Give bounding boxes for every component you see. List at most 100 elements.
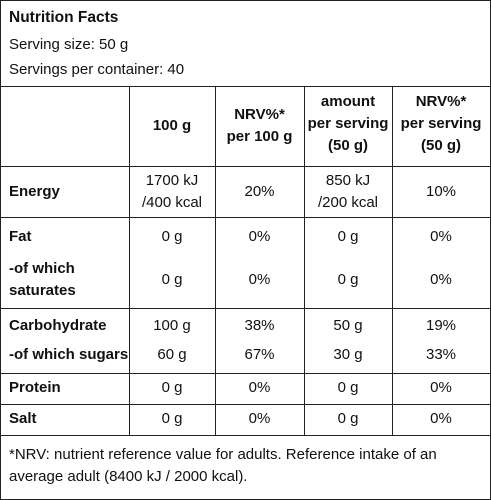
- cell-line: 20%: [244, 183, 275, 200]
- table-cell: 0 g: [304, 226, 392, 248]
- table-cell: 67%: [215, 344, 304, 366]
- column-divider: [215, 86, 216, 435]
- column-header-line: NRV%*: [234, 106, 285, 123]
- column-header-line: (50 g): [327, 137, 368, 154]
- cell-line: 0%: [248, 379, 271, 396]
- table-cell: 100 g: [129, 315, 215, 337]
- cell-line: 100 g: [153, 317, 191, 334]
- header-divider: [1, 86, 490, 87]
- column-header-line: per 100 g: [226, 128, 293, 145]
- cell-line: 0 g: [161, 410, 183, 427]
- column-header-line: (50 g): [420, 137, 461, 154]
- row-divider: [1, 308, 490, 309]
- column-divider: [304, 86, 305, 435]
- row-label-protein: Protein: [9, 377, 61, 399]
- row-label-line: Protein: [9, 379, 61, 396]
- table-cell: 0%: [392, 269, 490, 291]
- column-header-line: NRV%*: [415, 93, 467, 110]
- row-divider: [1, 373, 490, 374]
- cell-line: 1700 kJ: [145, 172, 199, 189]
- row-label-salt: Salt: [9, 408, 37, 430]
- row-label-saturates: -of which saturates: [9, 258, 76, 302]
- row-label-energy: Energy: [9, 181, 60, 203]
- row-label-line: saturates: [9, 282, 76, 299]
- table-cell: 0%: [215, 377, 304, 399]
- cell-line: 33%: [425, 346, 457, 363]
- table-cell: 0 g: [304, 269, 392, 291]
- table-cell: 30 g: [304, 344, 392, 366]
- table-cell: 850 kJ /200 kcal: [304, 170, 392, 214]
- row-label-sugars: -of which sugars: [9, 344, 128, 366]
- cell-line: 50 g: [333, 317, 363, 334]
- row-divider: [1, 217, 490, 218]
- row-label-fat: Fat: [9, 226, 32, 248]
- servings-per-container: Servings per container: 40: [9, 61, 185, 78]
- cell-line: /400 kcal: [141, 194, 203, 211]
- table-cell: 0%: [215, 408, 304, 430]
- table-cell: 0%: [392, 377, 490, 399]
- cell-line: 0 g: [337, 228, 359, 245]
- column-header-nrv-100g: NRV%* per 100 g: [215, 104, 304, 148]
- table-cell: 20%: [215, 181, 304, 203]
- row-label-line: -of which sugars: [9, 346, 129, 363]
- table-cell: 60 g: [129, 344, 215, 366]
- table-cell: 0%: [392, 408, 490, 430]
- serving-size: Serving size: 50 g: [9, 36, 129, 53]
- row-label-line: Fat: [9, 228, 32, 245]
- table-cell: 0 g: [129, 269, 215, 291]
- table-cell: 1700 kJ /400 kcal: [129, 170, 215, 214]
- row-label-line: -of which: [9, 260, 75, 277]
- table-cell: 38%: [215, 315, 304, 337]
- column-divider: [392, 86, 393, 435]
- column-divider: [129, 86, 130, 435]
- column-header-line: per serving: [307, 115, 389, 132]
- table-cell: 0 g: [129, 408, 215, 430]
- cell-line: 0 g: [161, 379, 183, 396]
- cell-line: 0 g: [337, 379, 359, 396]
- table-cell: 0 g: [304, 377, 392, 399]
- cell-line: 0%: [430, 410, 452, 427]
- cell-line: 0 g: [337, 271, 359, 288]
- column-header-100g: 100 g: [129, 115, 215, 137]
- cell-line: 0 g: [337, 410, 359, 427]
- cell-line: /200 kcal: [317, 194, 379, 211]
- table-cell: 33%: [392, 344, 490, 366]
- row-divider: [1, 404, 490, 405]
- column-header-line: per serving: [400, 115, 482, 132]
- cell-line: 0 g: [161, 228, 183, 245]
- row-label-line: Energy: [9, 183, 60, 200]
- cell-line: 850 kJ: [325, 172, 371, 189]
- cell-line: 0%: [430, 271, 452, 288]
- column-header-nrv-per-serving: NRV%* per serving (50 g): [392, 91, 490, 157]
- cell-line: 0%: [430, 379, 452, 396]
- row-label-line: Carbohydrate: [9, 317, 107, 334]
- table-bottom-divider: [1, 435, 490, 436]
- cell-line: 19%: [425, 317, 457, 334]
- table-cell: 0 g: [304, 408, 392, 430]
- table-cell: 0 g: [129, 226, 215, 248]
- table-cell: 0%: [215, 269, 304, 291]
- table-cell: 10%: [392, 181, 490, 203]
- cell-line: 0%: [248, 228, 271, 245]
- table-cell: 0 g: [129, 377, 215, 399]
- nrv-footnote: *NRV: nutrient reference value for adult…: [9, 446, 437, 485]
- column-header-amount-per-serving: amount per serving (50 g): [304, 91, 392, 157]
- table-cell: 0%: [392, 226, 490, 248]
- table-cell: 50 g: [304, 315, 392, 337]
- cell-line: 38%: [244, 317, 275, 334]
- cell-line: 60 g: [157, 346, 187, 363]
- table-cell: 19%: [392, 315, 490, 337]
- cell-line: 0 g: [161, 271, 183, 288]
- label-title: Nutrition Facts: [9, 9, 119, 26]
- column-header-line: amount: [320, 93, 376, 110]
- column-header-divider: [1, 166, 490, 167]
- row-label-carbohydrate: Carbohydrate: [9, 315, 107, 337]
- cell-line: 0%: [430, 228, 452, 245]
- row-label-line: Salt: [9, 410, 37, 427]
- cell-line: 0%: [248, 271, 271, 288]
- column-header-line: 100 g: [152, 117, 192, 134]
- cell-line: 10%: [425, 183, 457, 200]
- cell-line: 0%: [248, 410, 271, 427]
- table-cell: 0%: [215, 226, 304, 248]
